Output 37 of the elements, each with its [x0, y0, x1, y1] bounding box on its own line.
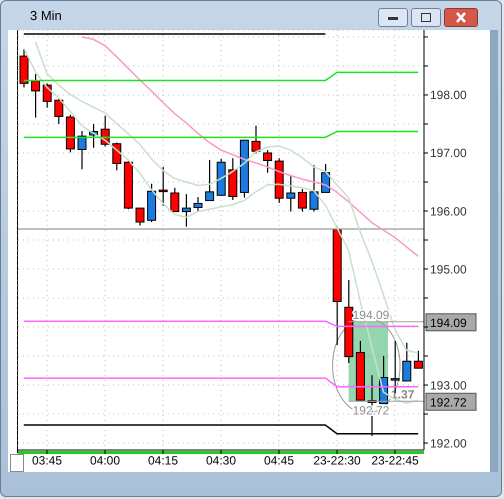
line-series — [81, 36, 419, 257]
ref-line-label: 194.09 — [352, 308, 390, 322]
y-tick-label: 192.00 — [430, 436, 468, 450]
candlestick — [158, 166, 168, 206]
candlestick — [205, 159, 214, 202]
candlestick — [310, 164, 318, 212]
candlestick — [31, 73, 40, 118]
x-tick-label: 04:30 — [206, 454, 236, 468]
line-series — [23, 47, 419, 404]
y-tick-label: 193.00 — [430, 378, 468, 392]
candlestick — [78, 130, 86, 170]
chart-title: 3 Min — [30, 8, 62, 23]
candlestick — [252, 125, 260, 154]
x-tick-label: 04:00 — [90, 454, 120, 468]
candlestick — [194, 196, 202, 212]
text: 192.72 — [430, 395, 467, 410]
x-tick-label: 04:15 — [148, 454, 178, 468]
candlestick — [54, 98, 64, 125]
x-tick-label: 03:45 — [32, 454, 62, 468]
candlestick — [136, 207, 144, 226]
candlestick — [286, 176, 296, 212]
x-tick-label: 23-22:45 — [371, 454, 420, 468]
candlestick — [112, 142, 122, 171]
line-series — [34, 40, 419, 354]
y-tick-label: 197.00 — [430, 146, 468, 160]
candlestick — [263, 149, 272, 174]
text: 194.09 — [430, 316, 467, 330]
y-tick-label: 195.00 — [430, 262, 468, 276]
candlestick — [170, 187, 180, 212]
x-tick-label: 23-22:30 — [313, 454, 362, 468]
candlestick — [402, 342, 412, 382]
candlestick — [182, 194, 191, 228]
y-tick-label: 196.00 — [430, 204, 468, 218]
candlestick — [42, 82, 52, 108]
x-tick-label: 04:45 — [264, 454, 294, 468]
candlestick — [298, 188, 307, 212]
y-tick-label: 198.00 — [430, 88, 468, 102]
